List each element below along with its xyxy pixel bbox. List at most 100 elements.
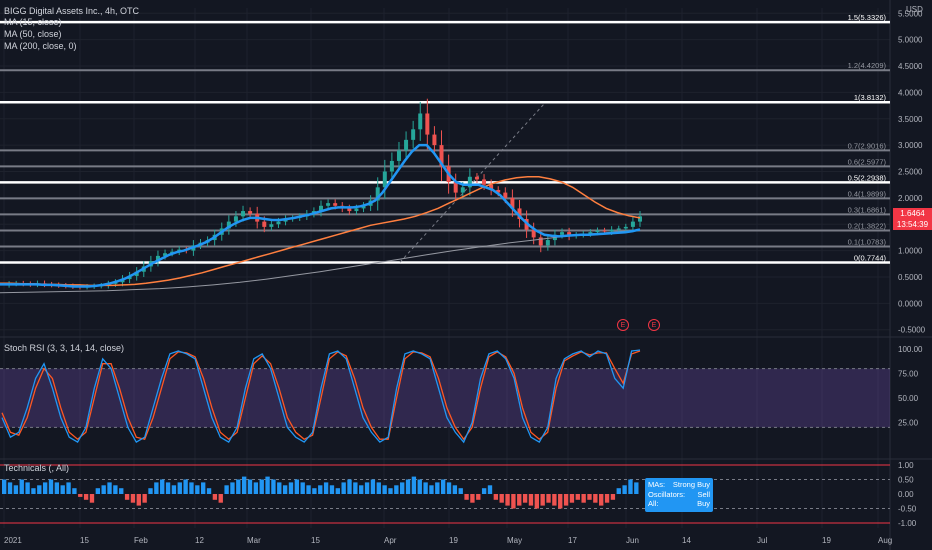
technicals-bar — [382, 485, 387, 494]
candle-body — [425, 113, 430, 135]
technicals-bar — [388, 488, 393, 494]
candle-body — [333, 203, 338, 206]
technicals-bar — [282, 485, 288, 494]
technicals-bar — [288, 482, 294, 494]
price-axis[interactable]: 5.5000 5.0000 4.5000 4.0000 3.5000 3.0000 2.50… — [898, 9, 926, 528]
technicals-tick-label: 0.00 — [898, 490, 914, 499]
candle-body — [439, 145, 444, 167]
technicals-bar — [359, 485, 364, 494]
technicals-bar — [511, 494, 516, 509]
technicals-bar — [271, 479, 276, 494]
technicals-bar — [370, 479, 376, 494]
technicals-bar — [458, 488, 463, 494]
technicals-bar — [552, 494, 557, 506]
fib-level-label: 0.6(2.5977) — [848, 157, 887, 166]
technicals-bar — [241, 476, 247, 494]
candle-body — [538, 237, 543, 246]
technicals-bar — [522, 494, 528, 503]
technicals-bar — [400, 482, 405, 494]
candle-body — [638, 216, 642, 222]
technicals-bar — [341, 482, 346, 494]
earnings-event-icon[interactable]: E — [617, 319, 629, 331]
ma200-line — [0, 229, 641, 294]
candle-body — [616, 228, 621, 230]
technicals-bar — [72, 488, 77, 494]
candle-body — [489, 184, 494, 190]
technicals-bar — [335, 488, 340, 494]
legend-technicals[interactable]: Technicals (, All) — [4, 463, 70, 473]
candle-body — [155, 255, 160, 262]
technicals-bar — [218, 494, 223, 503]
technicals-bar — [54, 482, 60, 494]
time-tick-label: May — [507, 536, 522, 545]
technicals-bar — [160, 479, 165, 494]
technicals-bar — [101, 485, 106, 494]
candle-body — [382, 171, 387, 188]
legend-ma15[interactable]: MA (15, close) — [4, 17, 62, 27]
candle-body — [496, 189, 501, 193]
technicals-bar — [628, 479, 633, 494]
candle-body — [503, 192, 508, 198]
moving-averages — [0, 143, 641, 294]
technicals-bar — [66, 482, 71, 494]
price-tick-label: 2.0000 — [898, 194, 923, 203]
technicals-bar — [124, 494, 130, 500]
time-tick-label: Aug — [878, 536, 892, 545]
stoch-rsi-k-line — [1, 349, 641, 444]
technicals-bar — [312, 488, 317, 494]
technicals-bar — [634, 482, 639, 494]
technicals-tick-label: 1.00 — [898, 461, 914, 470]
technicals-bar — [259, 479, 264, 494]
price-tick-label: 0.0000 — [898, 299, 923, 308]
technicals-bar — [212, 494, 218, 500]
candle-body — [233, 216, 238, 222]
ma50-line — [0, 176, 641, 287]
candle-body — [482, 179, 487, 185]
technicals-bar — [195, 485, 200, 494]
technicals-bar — [376, 482, 381, 494]
technicals-bar — [78, 494, 83, 497]
last-price-value: 1.6464 — [900, 209, 925, 218]
candle-body — [588, 232, 593, 234]
technicals-bar — [95, 488, 101, 494]
technicals-bar — [253, 482, 259, 494]
legend-ma200[interactable]: MA (200, close, 0) — [4, 41, 77, 51]
technicals-bar — [528, 494, 534, 506]
candle-body — [319, 205, 323, 212]
technicals-bar — [247, 479, 253, 494]
time-tick-label: 17 — [568, 536, 577, 545]
currency-label[interactable]: USD — [906, 5, 923, 14]
technicals-bar — [306, 485, 311, 494]
rsi-tick-label: 100.00 — [898, 345, 923, 354]
technicals-bar — [7, 482, 13, 494]
legend-ma50[interactable]: MA (50, close) — [4, 29, 62, 39]
technicals-bar — [201, 482, 206, 494]
candle-body — [396, 150, 401, 161]
candle-body — [623, 226, 628, 229]
technicals-bar — [481, 488, 487, 494]
candle-body — [269, 224, 274, 227]
technicals-bar — [171, 485, 177, 494]
time-tick-label: 19 — [822, 536, 831, 545]
technicals-bar — [599, 494, 604, 506]
time-axis[interactable]: 2021 15 Feb 12 Mar 15 Apr 19 May 17 Jun 14 Jul 19 Aug — [4, 536, 892, 545]
price-tick-label: 2.5000 — [898, 168, 923, 177]
time-tick-label: Apr — [384, 536, 397, 545]
legend-stoch-rsi[interactable]: Stoch RSI (3, 3, 14, 14, close) — [4, 343, 125, 353]
all-value: Buy — [697, 499, 710, 508]
fib-level-label: 0.3(1.6861) — [848, 205, 887, 214]
technicals-bar — [154, 482, 159, 494]
fib-level-label: 0(0.7744) — [854, 254, 887, 263]
candle-body — [248, 211, 253, 214]
oscillators-value: Sell — [697, 489, 710, 499]
technicals-bar — [294, 479, 300, 494]
technicals-bar — [364, 482, 370, 494]
technicals-bar — [581, 494, 586, 503]
fibonacci-levels: 1.5(5.3326) 1.2(4.4209) 1(3.8132) 0.7(2.901… — [0, 13, 890, 264]
earnings-event-icon[interactable]: E — [648, 319, 660, 331]
price-tick-label: 5.0000 — [898, 36, 923, 45]
candlestick-series — [7, 98, 642, 290]
technicals-bar — [470, 494, 475, 503]
time-tick-label: Jun — [626, 536, 639, 545]
